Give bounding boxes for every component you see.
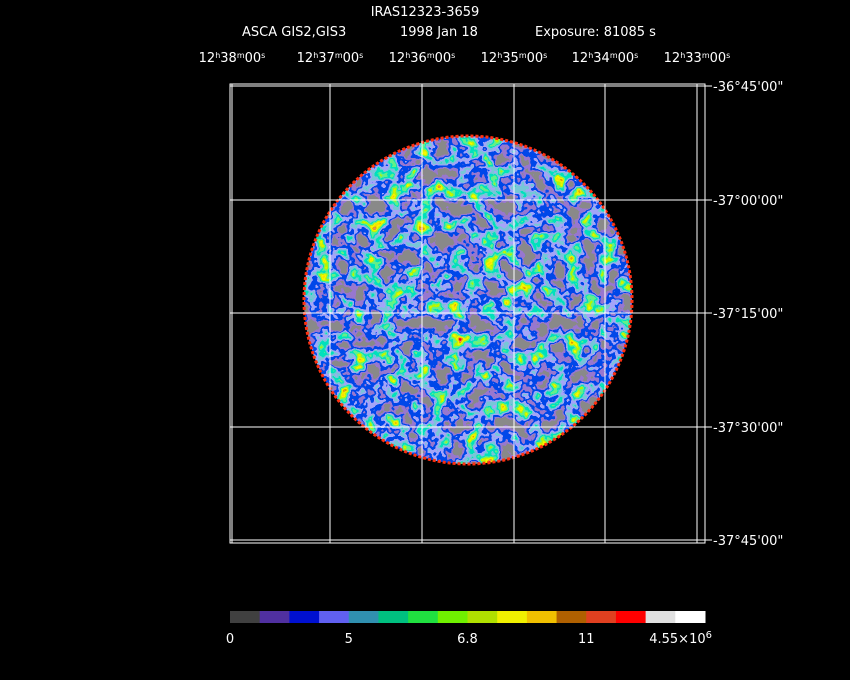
unit: s	[359, 51, 363, 60]
ra-label: 12h35m00s	[481, 51, 548, 67]
color-swatch	[586, 611, 617, 623]
colorbar-label: 0	[226, 632, 234, 647]
number: 12	[389, 51, 406, 66]
coordinate-grid	[230, 84, 705, 543]
number: 00	[343, 51, 360, 66]
number: 38	[220, 51, 237, 66]
ra-label: 12h36m00s	[389, 51, 456, 67]
label-part: 0	[226, 632, 234, 647]
color-swatch	[348, 611, 379, 623]
date: 1998 Jan 18	[400, 25, 478, 40]
unit: s	[543, 51, 547, 60]
number: 00	[435, 51, 452, 66]
number: 00	[710, 51, 727, 66]
dec-label: -36°45'00"	[713, 80, 783, 95]
unit: h	[588, 51, 593, 60]
color-swatch	[378, 611, 409, 623]
unit: m	[702, 51, 710, 60]
unit: h	[680, 51, 685, 60]
instrument: ASCA GIS2,GIS3	[242, 25, 346, 40]
color-swatch	[556, 611, 587, 623]
label-part: 6	[706, 630, 712, 641]
unit: h	[215, 51, 220, 60]
dec-label: -37°30'00"	[713, 421, 783, 436]
unit: s	[451, 51, 455, 60]
unit: h	[405, 51, 410, 60]
color-swatch	[526, 611, 558, 623]
color-swatch	[467, 611, 498, 623]
ra-label: 12h38m00s	[199, 51, 266, 67]
colorbar-label: 5	[345, 632, 353, 647]
label-part: 11	[578, 632, 595, 647]
dec-label: -37°45'00"	[713, 534, 783, 549]
colorbar-label: 11	[578, 632, 595, 647]
ra-label: 12h33m00s	[664, 51, 731, 67]
color-swatch	[319, 611, 350, 623]
dec-label: -37°00'00"	[713, 194, 783, 209]
number: 37	[318, 51, 335, 66]
unit: s	[261, 51, 265, 60]
number: 12	[664, 51, 681, 66]
number: 12	[572, 51, 589, 66]
unit: m	[335, 51, 343, 60]
number: 34	[593, 51, 610, 66]
unit: m	[237, 51, 245, 60]
color-swatch	[437, 611, 468, 623]
number: 12	[199, 51, 216, 66]
number: 33	[685, 51, 702, 66]
unit: h	[497, 51, 502, 60]
ra-label: 12h34m00s	[572, 51, 639, 67]
colorbar: 0 5 6.8 11 4.55×106	[226, 611, 712, 647]
colorbar-label: 6.8	[457, 632, 478, 647]
colorbar-label: 4.55×106	[649, 630, 712, 648]
exposure: Exposure: 81085 s	[535, 25, 656, 40]
label-part: 4.55×10	[649, 632, 705, 647]
color-swatch	[408, 611, 439, 623]
color-swatch	[615, 611, 647, 623]
unit: m	[610, 51, 618, 60]
color-swatch	[645, 611, 676, 623]
ra-label: 12h37m00s	[297, 51, 364, 67]
color-swatch	[230, 611, 261, 623]
number: 35	[502, 51, 519, 66]
unit: m	[519, 51, 527, 60]
number: 36	[410, 51, 427, 66]
color-swatch	[259, 611, 290, 623]
x-ray-map	[304, 136, 632, 464]
unit: m	[427, 51, 435, 60]
title: IRAS12323-3659	[371, 5, 480, 20]
label-part: 6.8	[457, 632, 478, 647]
color-swatch	[497, 611, 528, 623]
number: 00	[245, 51, 262, 66]
label-part: 5	[345, 632, 353, 647]
detector-edge	[302, 134, 634, 466]
unit: h	[313, 51, 318, 60]
dec-label: -37°15'00"	[713, 307, 783, 322]
unit: s	[634, 51, 638, 60]
color-swatch	[289, 611, 320, 623]
number: 00	[618, 51, 635, 66]
axis-labels: 12h38m00s 12h37m00s 12h36m00s 12h35m00s 12h3…	[199, 51, 784, 550]
number: 12	[297, 51, 314, 66]
number: 12	[481, 51, 498, 66]
color-swatch	[675, 611, 706, 623]
unit: s	[726, 51, 730, 60]
number: 00	[527, 51, 544, 66]
